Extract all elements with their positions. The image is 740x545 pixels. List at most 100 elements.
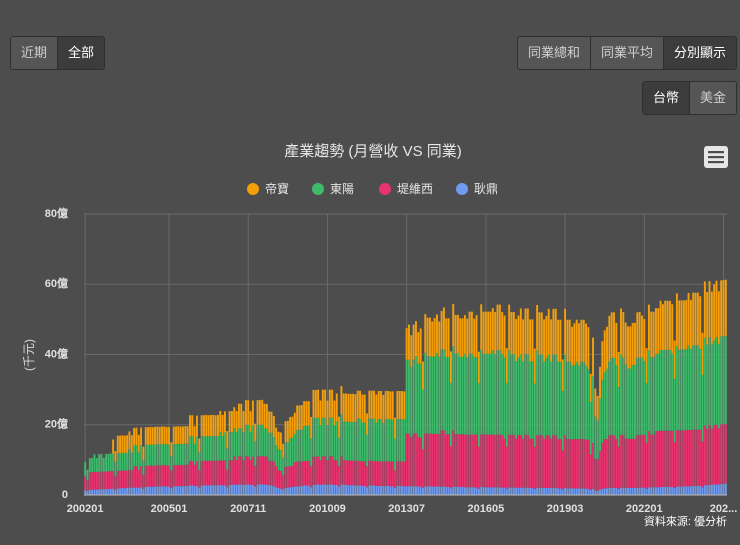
button[interactable]: 全部 xyxy=(57,37,105,69)
bar-segment xyxy=(305,460,308,486)
bar-segment xyxy=(244,484,247,495)
bar-segment xyxy=(634,322,636,366)
bar-segment xyxy=(333,460,336,485)
bar-segment xyxy=(403,461,406,487)
bar-segment xyxy=(473,487,476,495)
bar-segment xyxy=(319,400,322,426)
bar-segment xyxy=(310,438,313,467)
bar-segment xyxy=(370,460,373,486)
legend-item[interactable]: 帝寶 xyxy=(247,181,289,196)
bar-segment xyxy=(321,456,324,485)
bar-segment xyxy=(347,421,350,461)
bar-segment xyxy=(575,439,578,489)
bar-segment xyxy=(624,487,627,495)
bar-segment xyxy=(314,389,317,419)
bar-segment xyxy=(366,487,369,495)
bar-segment xyxy=(592,488,594,495)
bar-segment xyxy=(240,456,243,485)
bar-segment xyxy=(668,349,671,431)
bar-segment xyxy=(375,422,378,462)
legend-item[interactable]: 耿鼎 xyxy=(456,182,498,196)
bar-segment xyxy=(587,369,590,440)
bar-segment xyxy=(172,486,175,495)
bar-segment xyxy=(310,466,313,488)
bar-segment xyxy=(491,434,494,488)
bar-segment xyxy=(349,485,352,495)
button[interactable]: 美金 xyxy=(688,82,736,114)
bar-segment xyxy=(706,291,709,345)
bar-segment xyxy=(408,433,410,487)
bar-segment xyxy=(144,465,147,487)
bar-segment xyxy=(263,456,266,485)
button[interactable]: 分別顯示 xyxy=(662,37,736,69)
bar-segment xyxy=(540,312,543,355)
bar-segment xyxy=(547,308,550,355)
bar-segment xyxy=(165,465,168,487)
legend-item[interactable]: 東陽 xyxy=(312,182,354,196)
bar-segment xyxy=(394,470,396,488)
button[interactable]: 同業平均 xyxy=(589,37,663,69)
x-tick-label: 200201 xyxy=(67,503,104,515)
bar-segment xyxy=(366,434,369,467)
bar-segment xyxy=(564,308,567,355)
bar-segment xyxy=(573,323,576,366)
bar-segment xyxy=(226,448,229,470)
menu-button[interactable] xyxy=(704,146,728,168)
bar-segment xyxy=(491,350,494,435)
bar-segment xyxy=(277,487,280,495)
bar-segment xyxy=(384,485,387,495)
bar-segment xyxy=(207,460,210,486)
bar-segment xyxy=(533,383,536,447)
bar-segment xyxy=(510,354,513,435)
bar-segment xyxy=(554,487,557,495)
bar-segment xyxy=(701,374,704,442)
bar-segment xyxy=(284,442,287,467)
bar-segment xyxy=(98,471,101,490)
bar-segment xyxy=(296,430,299,462)
bar-segment xyxy=(128,431,131,449)
bar-segment xyxy=(426,433,429,487)
bar-segment xyxy=(86,469,89,481)
bar-segment xyxy=(382,394,385,423)
bar-segment xyxy=(226,487,229,495)
bar-segment xyxy=(251,456,254,485)
bar-segment xyxy=(170,456,173,471)
bar-segment xyxy=(724,423,727,484)
bar-segment xyxy=(284,421,287,443)
bar-segment xyxy=(335,393,338,422)
bar-segment xyxy=(592,337,594,377)
bar-segment xyxy=(538,354,541,436)
bar-segment xyxy=(536,434,539,488)
button[interactable]: 台幣 xyxy=(642,82,689,114)
bar-segment xyxy=(237,484,240,495)
legend-item[interactable]: 堤維西 xyxy=(379,182,433,196)
bar-segment xyxy=(203,485,205,495)
bar-segment xyxy=(592,443,594,489)
bar-segment xyxy=(228,460,231,485)
bar-segment xyxy=(242,484,245,495)
bar-segment xyxy=(184,443,187,465)
bar-segment xyxy=(345,460,348,485)
bar-segment xyxy=(88,489,91,495)
bar-segment xyxy=(221,485,224,495)
bar-segment xyxy=(494,434,497,488)
bar-segment xyxy=(154,486,157,495)
bar-segment xyxy=(179,486,182,495)
bar-segment xyxy=(622,487,625,495)
button[interactable]: 同業總和 xyxy=(517,37,590,69)
bar-segment xyxy=(473,318,476,358)
bar-segment xyxy=(228,484,231,495)
bar-segment xyxy=(627,438,629,488)
bar-segment xyxy=(116,470,119,489)
bar-segment xyxy=(489,487,492,495)
bar-segment xyxy=(438,356,441,434)
bar-segment xyxy=(636,312,639,359)
bar-segment xyxy=(713,340,716,425)
bar-segment xyxy=(654,353,657,432)
bar-segment xyxy=(475,357,478,435)
bar-segment xyxy=(647,350,650,432)
bar-segment xyxy=(335,460,338,485)
button[interactable]: 近期 xyxy=(11,37,58,69)
bar-segment xyxy=(191,415,194,437)
